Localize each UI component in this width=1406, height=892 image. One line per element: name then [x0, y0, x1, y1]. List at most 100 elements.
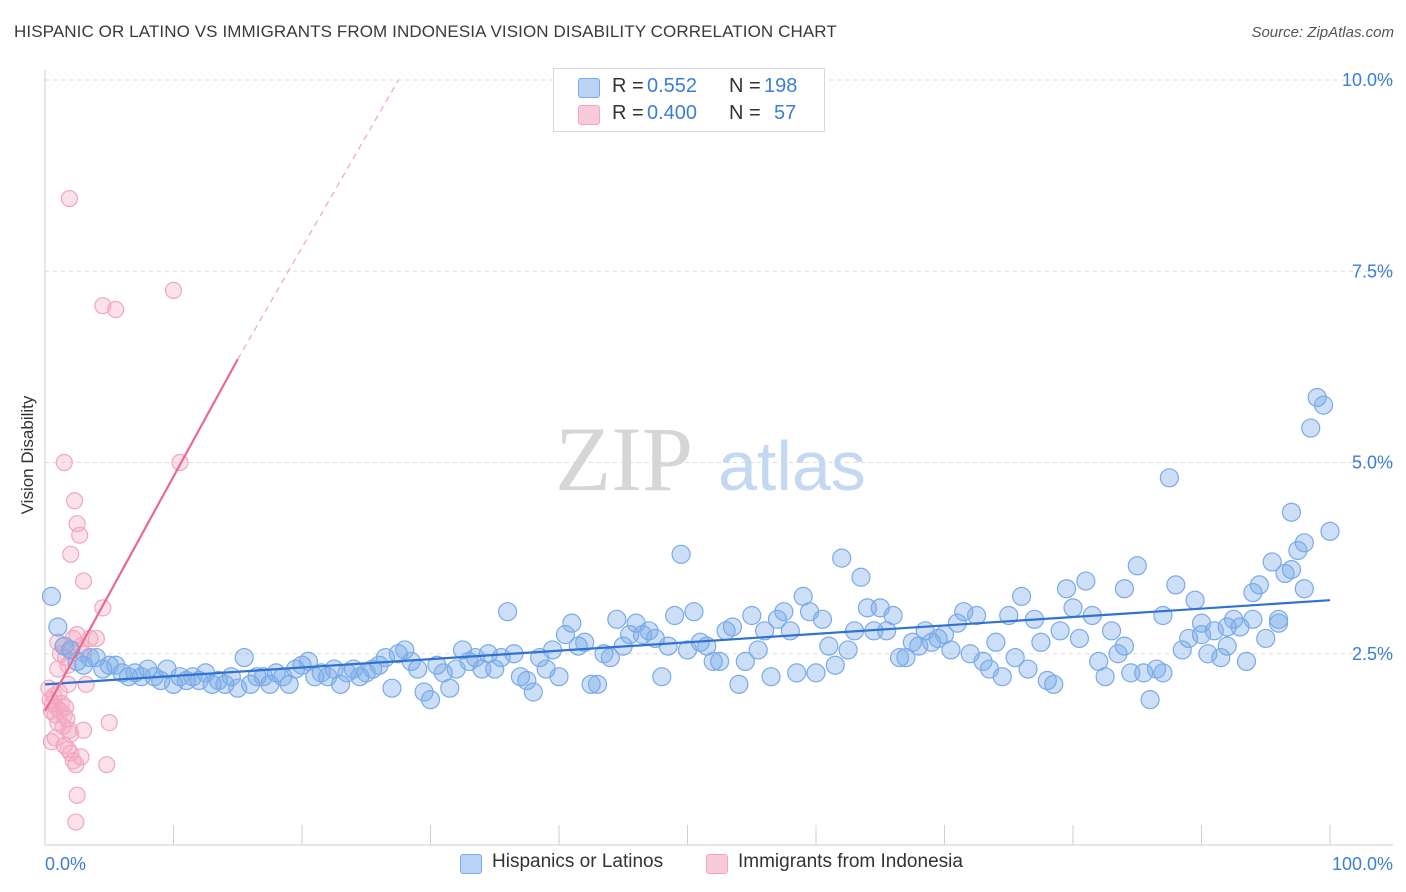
data-point-hispanics — [1217, 636, 1237, 656]
data-point-indonesia — [100, 713, 118, 732]
data-point-hispanics — [787, 663, 807, 683]
y-tick-label: 7.5% — [1352, 261, 1393, 281]
data-point-hispanics — [41, 586, 62, 606]
legend-n-label: N = — [729, 102, 761, 124]
data-point-hispanics — [684, 602, 704, 622]
data-point-hispanics — [1313, 395, 1334, 415]
data-point-hispanics — [1101, 621, 1122, 641]
data-point-hispanics — [665, 605, 685, 626]
data-point-hispanics — [819, 636, 839, 656]
data-point-hispanics — [710, 651, 730, 672]
data-point-hispanics — [420, 690, 441, 710]
data-point-hispanics — [1236, 651, 1257, 672]
data-point-hispanics — [1191, 613, 1212, 633]
data-point-hispanics — [889, 647, 910, 668]
legend-r-label: R = — [612, 102, 644, 124]
data-point-hispanics — [658, 636, 678, 656]
data-point-hispanics — [1224, 609, 1244, 629]
data-point-hispanics — [1307, 387, 1327, 408]
data-point-hispanics — [1005, 647, 1025, 668]
data-point-hispanics — [498, 602, 518, 622]
data-point-hispanics — [973, 651, 993, 672]
grid-lines — [45, 79, 1393, 655]
data-point-hispanics — [1320, 521, 1340, 541]
data-point-hispanics — [1134, 663, 1154, 683]
data-point-hispanics — [369, 655, 389, 675]
legend-row-hispanics: R = 0.552 N = 198 — [554, 73, 824, 101]
data-point-hispanics — [1108, 644, 1128, 664]
data-point-hispanics — [80, 647, 100, 668]
data-point-hispanics — [767, 609, 788, 629]
data-point-indonesia — [60, 189, 79, 208]
data-point-indonesia — [74, 721, 93, 739]
data-point-indonesia — [71, 526, 89, 544]
data-point-indonesia — [67, 813, 85, 831]
data-point-hispanics — [838, 640, 858, 660]
data-point-hispanics — [1159, 468, 1179, 488]
data-point-hispanics — [729, 674, 749, 694]
trend-line-indonesia — [44, 358, 239, 712]
data-point-indonesia — [68, 786, 86, 804]
data-point-hispanics — [941, 640, 961, 660]
legend-n-value: 57 — [774, 102, 797, 124]
tick-labels: 2.5% 5.0% 7.5% 10.0% 0.0% 100.0% — [45, 70, 1393, 874]
data-point-hispanics — [1095, 667, 1115, 687]
legend-swatch-indonesia — [578, 105, 600, 125]
data-point-hispanics — [1172, 640, 1192, 660]
legend-r-value: 0.400 — [647, 102, 698, 124]
legend-n-value: 198 — [764, 75, 798, 97]
data-point-hispanics — [851, 567, 871, 587]
watermark-atlas: atlas — [718, 427, 866, 505]
y-tick-label: 10.0% — [1342, 70, 1393, 90]
data-point-hispanics — [774, 602, 794, 622]
data-point-hispanics — [1127, 556, 1147, 576]
data-point-indonesia — [107, 300, 125, 319]
data-point-indonesia — [98, 756, 116, 774]
y-tick-label: 5.0% — [1352, 453, 1393, 473]
legend-swatch-hispanics — [578, 78, 600, 98]
data-point-hispanics — [825, 655, 845, 675]
data-point-hispanics — [408, 659, 428, 679]
data-point-hispanics — [562, 613, 582, 633]
bottom-legend-swatch-hispanics — [460, 854, 482, 874]
data-point-hispanics — [1056, 579, 1077, 599]
data-point-hispanics — [1262, 552, 1282, 572]
bottom-legend-swatch-indonesia — [706, 854, 728, 874]
data-point-indonesia — [94, 297, 112, 315]
data-point-hispanics — [742, 605, 762, 626]
data-point-hispanics — [1191, 625, 1212, 645]
data-point-hispanics — [1063, 598, 1083, 618]
data-point-hispanics — [1294, 533, 1314, 553]
source-label: Source: ZipAtlas.com — [1251, 24, 1394, 41]
axes — [44, 70, 1393, 846]
data-point-hispanics — [780, 621, 800, 641]
legend-r-label: R = — [612, 75, 644, 97]
data-point-hispanics — [395, 640, 415, 660]
data-point-hispanics — [215, 674, 235, 694]
data-point-hispanics — [992, 667, 1012, 687]
data-point-hispanics — [485, 659, 505, 679]
chart-title: HISPANIC OR LATINO VS IMMIGRANTS FROM IN… — [14, 22, 837, 41]
data-point-indonesia — [62, 545, 80, 563]
data-point-hispanics — [1166, 575, 1186, 595]
data-point-hispanics — [1268, 613, 1289, 633]
data-point-indonesia — [65, 492, 84, 510]
data-point-hispanics — [1294, 579, 1314, 599]
data-point-hispanics — [1114, 579, 1135, 599]
data-point-indonesia — [171, 453, 189, 472]
data-point-indonesia — [74, 572, 93, 590]
data-point-hispanics — [1281, 502, 1302, 522]
data-point-hispanics — [1185, 590, 1205, 610]
watermark: ZIP atlas — [555, 408, 866, 510]
data-point-hispanics — [652, 667, 672, 687]
data-point-hispanics — [1050, 621, 1070, 641]
data-point-hispanics — [1044, 674, 1064, 694]
legend-r-value: 0.552 — [647, 75, 698, 97]
data-point-hispanics — [581, 674, 601, 694]
data-point-hispanics — [549, 667, 569, 687]
data-point-hispanics — [832, 548, 852, 568]
data-point-hispanics — [954, 602, 974, 622]
data-point-hispanics — [1198, 644, 1218, 664]
data-point-hispanics — [523, 682, 543, 702]
